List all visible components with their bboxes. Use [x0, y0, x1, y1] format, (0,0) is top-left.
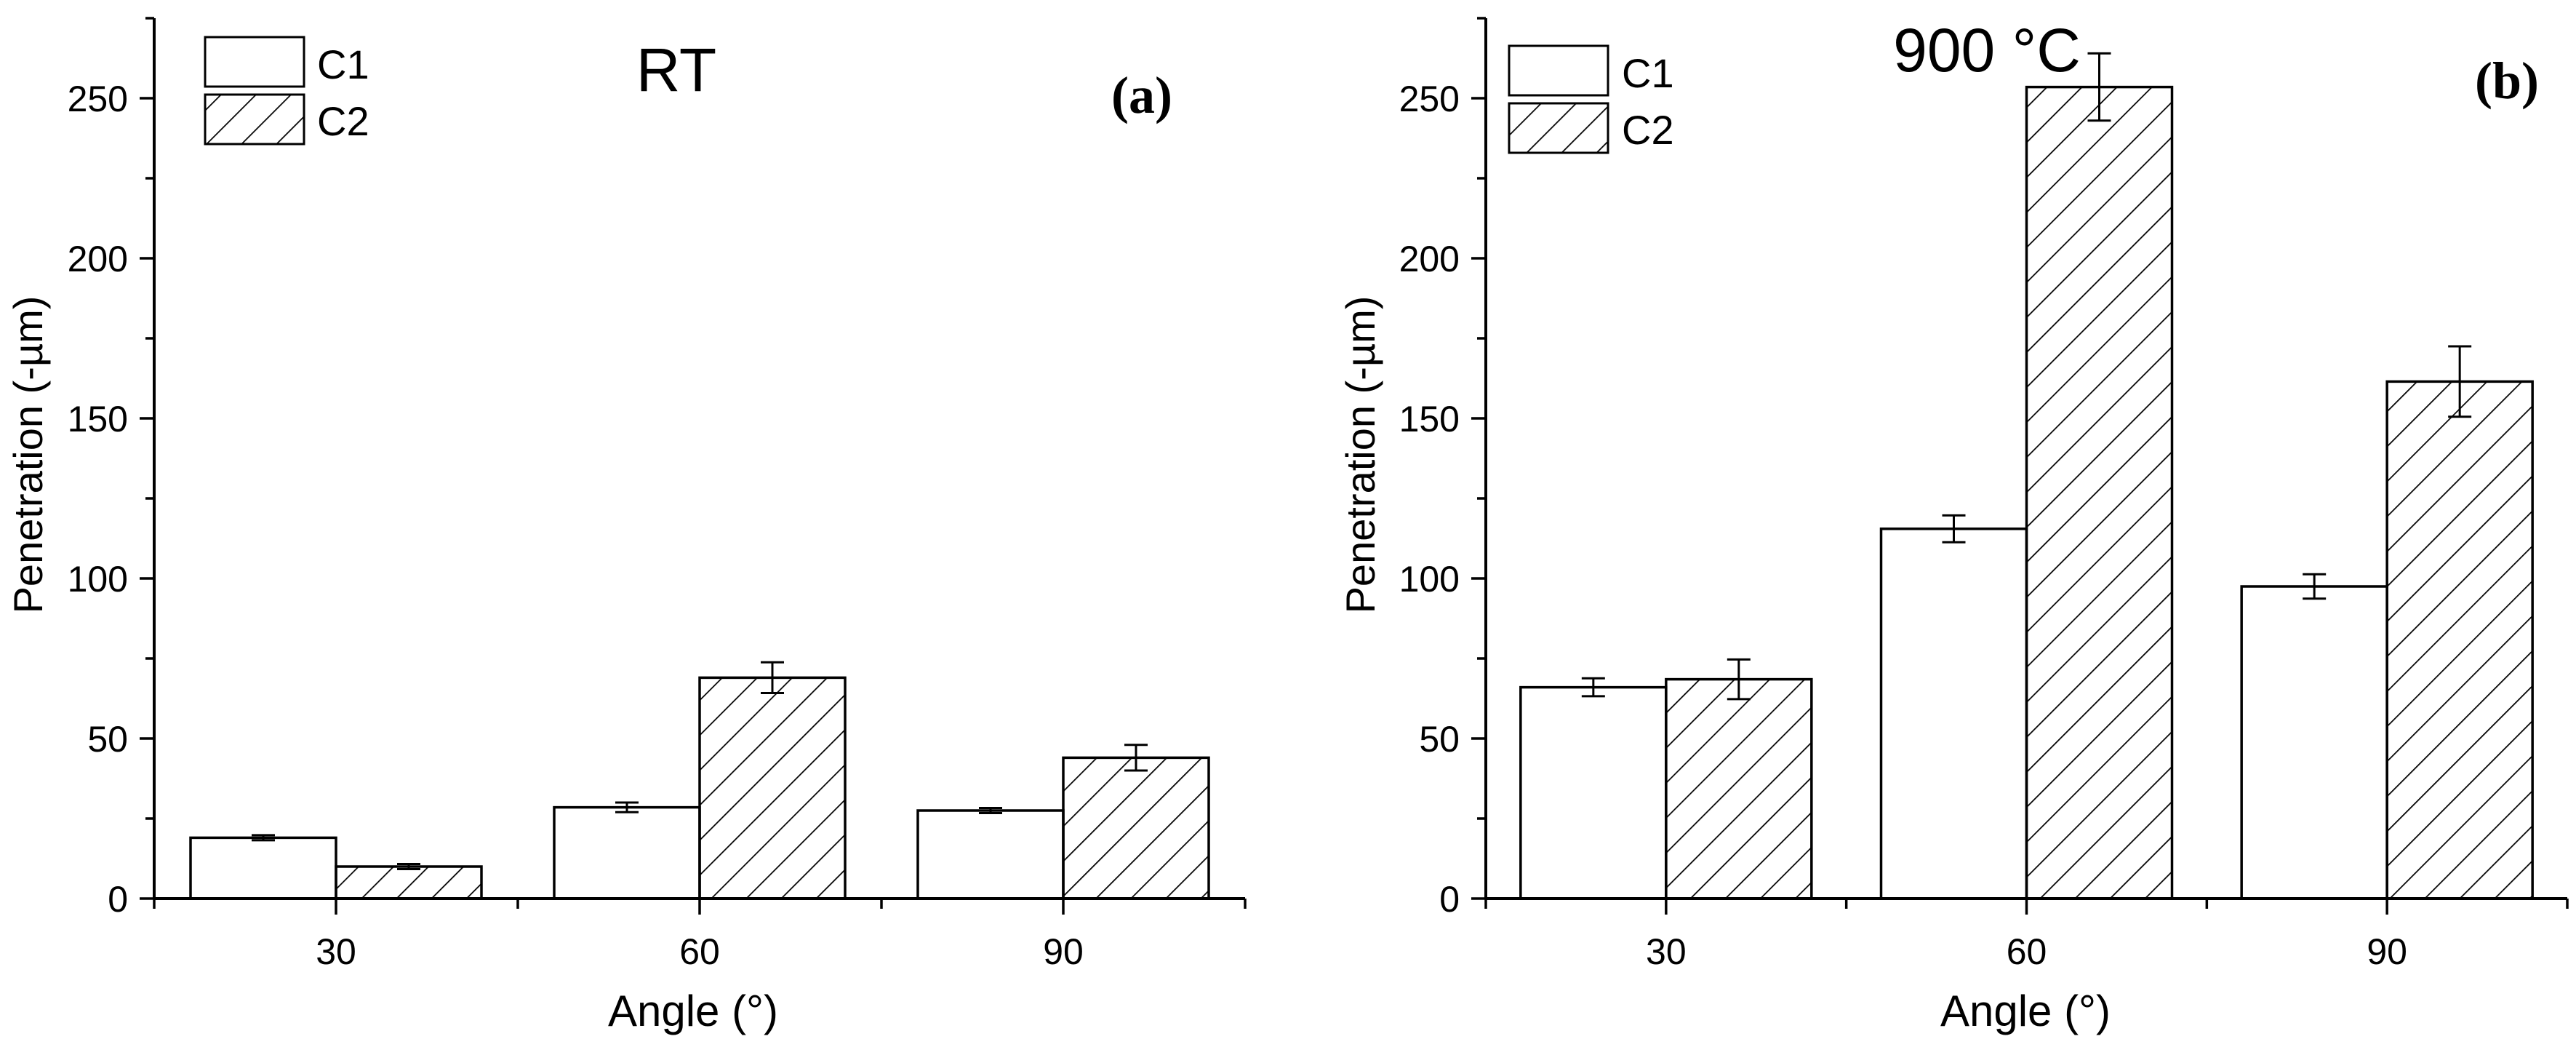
- y-axis-label: Penetration (-µm): [1337, 296, 1383, 614]
- bars-group: [1519, 85, 2534, 900]
- error-bar-c2-30: [1727, 658, 1751, 701]
- legend-swatch-c2: [1508, 102, 1609, 154]
- legend-label-c1: C1: [317, 41, 369, 87]
- panel-label: (b): [2475, 52, 2539, 110]
- x-ticks-group: 30 60 90: [153, 899, 1247, 972]
- y-tick-label: 200: [68, 239, 128, 279]
- y-tick-label: 250: [68, 79, 128, 119]
- x-ticks-group: 30 60 90: [1484, 899, 2569, 972]
- y-tick-label: 50: [1419, 719, 1460, 760]
- legend: C1 C2: [204, 36, 369, 146]
- y-tick-label: 0: [108, 879, 128, 920]
- y-tick-label: 200: [1399, 239, 1460, 279]
- legend-swatch-c1: [1508, 44, 1609, 97]
- x-axis-label: Angle (°): [608, 987, 778, 1035]
- y-tick-label: 250: [1399, 79, 1460, 119]
- error-bar-c1-60: [1942, 514, 1966, 544]
- x-tick-label: 30: [316, 931, 356, 972]
- legend-swatch-c1: [204, 36, 305, 88]
- x-axis-label: Angle (°): [1940, 987, 2111, 1035]
- x-tick-label: 90: [2367, 931, 2407, 972]
- bar-c2-30: [1665, 677, 1813, 900]
- chart-panel-b: 0 50 100 150 200 250 30 60 90 900 °C (b) Angle …: [1337, 16, 2569, 1035]
- error-bar-c2-30: [397, 862, 420, 871]
- error-bar-c1-30: [252, 834, 275, 842]
- bar-c1-60: [553, 805, 701, 900]
- error-bar-c2-60: [761, 661, 784, 695]
- chart-title: 900 °C: [1893, 16, 2081, 84]
- y-tick-label: 150: [1399, 399, 1460, 439]
- bar-c1-90: [2240, 585, 2388, 900]
- error-bar-c1-60: [615, 801, 639, 813]
- y-tick-label: 0: [1439, 879, 1460, 920]
- legend-label-c1: C1: [1622, 50, 1674, 96]
- y-tick-label: 100: [1399, 559, 1460, 600]
- x-tick-label: 60: [679, 931, 720, 972]
- y-ticks-group: 0 50 100 150 200 250: [68, 17, 154, 920]
- error-bar-c2-60: [2087, 52, 2111, 122]
- bar-c1-30: [189, 836, 337, 900]
- bar-c1-30: [1519, 685, 1668, 900]
- y-tick-label: 100: [68, 559, 128, 600]
- error-bar-c1-90: [979, 806, 1002, 815]
- y-tick-label: 50: [87, 719, 128, 760]
- bar-c2-30: [335, 865, 483, 900]
- bar-c1-60: [1879, 528, 2028, 900]
- bar-c2-90: [2385, 380, 2534, 900]
- legend: C1 C2: [1508, 44, 1674, 154]
- x-tick-label: 90: [1043, 931, 1084, 972]
- bars-group: [189, 676, 1210, 900]
- legend-label-c2: C2: [1622, 107, 1674, 153]
- error-bar-c2-90: [2448, 345, 2472, 418]
- x-tick-label: 60: [2007, 931, 2047, 972]
- bar-c2-90: [1062, 756, 1210, 900]
- error-bars-group: [252, 661, 1148, 871]
- y-axis-label: Penetration (-µm): [5, 296, 51, 614]
- legend-swatch-c2: [204, 93, 305, 146]
- y-tick-label: 150: [68, 399, 128, 439]
- panel-label: (a): [1111, 66, 1172, 124]
- x-tick-label: 30: [1646, 931, 1687, 972]
- bar-c2-60: [698, 676, 847, 900]
- error-bar-c1-90: [2303, 573, 2327, 600]
- error-bars-group: [1581, 52, 2472, 701]
- legend-label-c2: C2: [317, 98, 369, 144]
- chart-title: RT: [636, 36, 716, 104]
- bar-c2-60: [2025, 85, 2174, 900]
- error-bar-c2-90: [1124, 744, 1148, 772]
- bar-c1-90: [916, 809, 1065, 900]
- error-bar-c1-30: [1581, 677, 1605, 698]
- y-ticks-group: 0 50 100 150 200 250: [1399, 17, 1486, 920]
